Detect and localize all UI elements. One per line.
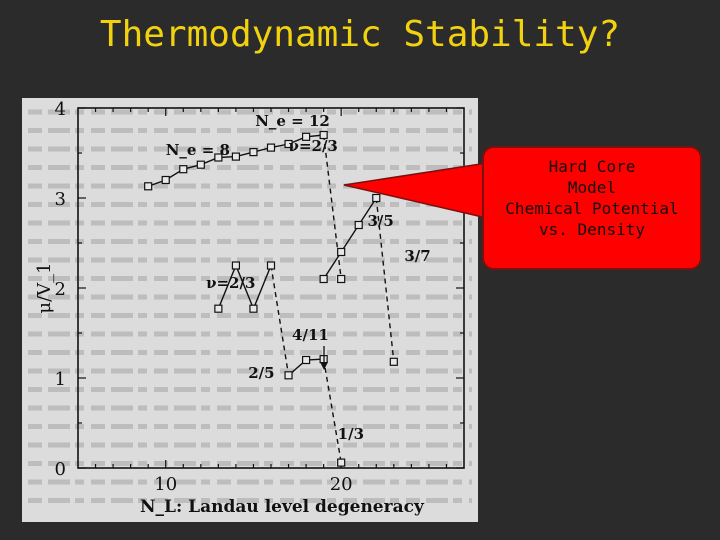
data-point bbox=[284, 371, 293, 380]
callout-line-4: vs. Density bbox=[539, 220, 645, 239]
callout-line-2: Model bbox=[567, 178, 617, 197]
series-line-3 bbox=[217, 263, 272, 311]
x-tick-label: 10 bbox=[154, 474, 177, 495]
chemical-potential-chart: 0 1 2 3 4 10 20 N_e = 12 N_e = 8 ν=2/3 3/5 3/7 ν=2… bbox=[28, 99, 472, 517]
scanned-text-background bbox=[28, 109, 472, 503]
y-tick-label: 3 bbox=[55, 189, 66, 210]
data-point bbox=[231, 261, 241, 270]
slide-title: Thermodynamic Stability? bbox=[99, 14, 621, 55]
data-point bbox=[144, 182, 153, 191]
data-point bbox=[214, 304, 223, 313]
data-point bbox=[284, 139, 293, 149]
data-point bbox=[231, 152, 241, 161]
series-line-2 bbox=[322, 134, 342, 280]
annotation-label: ν=2/3 bbox=[289, 137, 338, 155]
data-point bbox=[389, 357, 398, 366]
callout-box: Hard Core Model Chemical Potential vs. D… bbox=[482, 146, 702, 270]
scanned-figure: 0 1 2 3 4 10 20 N_e = 12 N_e = 8 ν=2/3 3/5 3/7 ν=2… bbox=[22, 98, 478, 522]
y-tick-label: 2 bbox=[55, 279, 66, 300]
callout-line-1: Hard Core bbox=[548, 157, 636, 176]
series-line-5 bbox=[323, 197, 377, 280]
axis-ticks bbox=[78, 107, 464, 469]
annotation-label: ν=2/3 bbox=[206, 274, 255, 292]
y-axis-label: μ/V_1 bbox=[34, 262, 55, 313]
data-point bbox=[161, 175, 170, 185]
plot-frame bbox=[77, 107, 465, 469]
annotation-label: N_e = 12 bbox=[255, 112, 330, 130]
callout-line-3: Chemical Potential bbox=[505, 199, 679, 218]
data-point bbox=[301, 355, 311, 365]
data-point bbox=[249, 304, 258, 313]
annotation-label: 3/5 bbox=[368, 212, 394, 230]
data-point bbox=[301, 132, 311, 141]
annotation-label: 1/3 bbox=[338, 425, 364, 443]
annotation-label: 4/11 bbox=[292, 326, 329, 344]
annotation-label: N_e = 8 bbox=[166, 141, 230, 159]
chart-annotations: N_e = 12 N_e = 8 ν=2/3 3/5 3/7 ν=2/3 4/11 2/5 1/… bbox=[166, 112, 431, 443]
y-tick-label: 1 bbox=[55, 369, 66, 390]
data-point bbox=[337, 274, 346, 284]
annotation-label: 2/5 bbox=[248, 364, 274, 382]
x-tick-label: 20 bbox=[330, 474, 353, 495]
data-point bbox=[337, 458, 346, 467]
y-tick-label: 0 bbox=[55, 459, 66, 480]
data-point bbox=[266, 261, 276, 270]
x-tick-labels: 10 20 bbox=[154, 474, 352, 495]
data-point bbox=[354, 220, 363, 230]
series-line-4 bbox=[270, 265, 290, 376]
data-point bbox=[249, 147, 258, 157]
data-point bbox=[372, 193, 381, 203]
arrow-4-11 bbox=[320, 346, 328, 370]
annotation-label: 3/7 bbox=[404, 247, 430, 265]
y-tick-label: 4 bbox=[55, 99, 66, 120]
series-line-6 bbox=[375, 197, 395, 362]
data-point bbox=[266, 143, 276, 152]
data-point bbox=[319, 274, 328, 284]
x-axis-label: N_L: Landau level degeneracy bbox=[140, 497, 425, 517]
data-point bbox=[319, 130, 328, 140]
y-tick-labels: 0 1 2 3 4 bbox=[55, 99, 66, 480]
data-point bbox=[337, 247, 346, 257]
data-point bbox=[179, 165, 188, 174]
data-point bbox=[214, 153, 223, 162]
data-point bbox=[196, 160, 205, 169]
